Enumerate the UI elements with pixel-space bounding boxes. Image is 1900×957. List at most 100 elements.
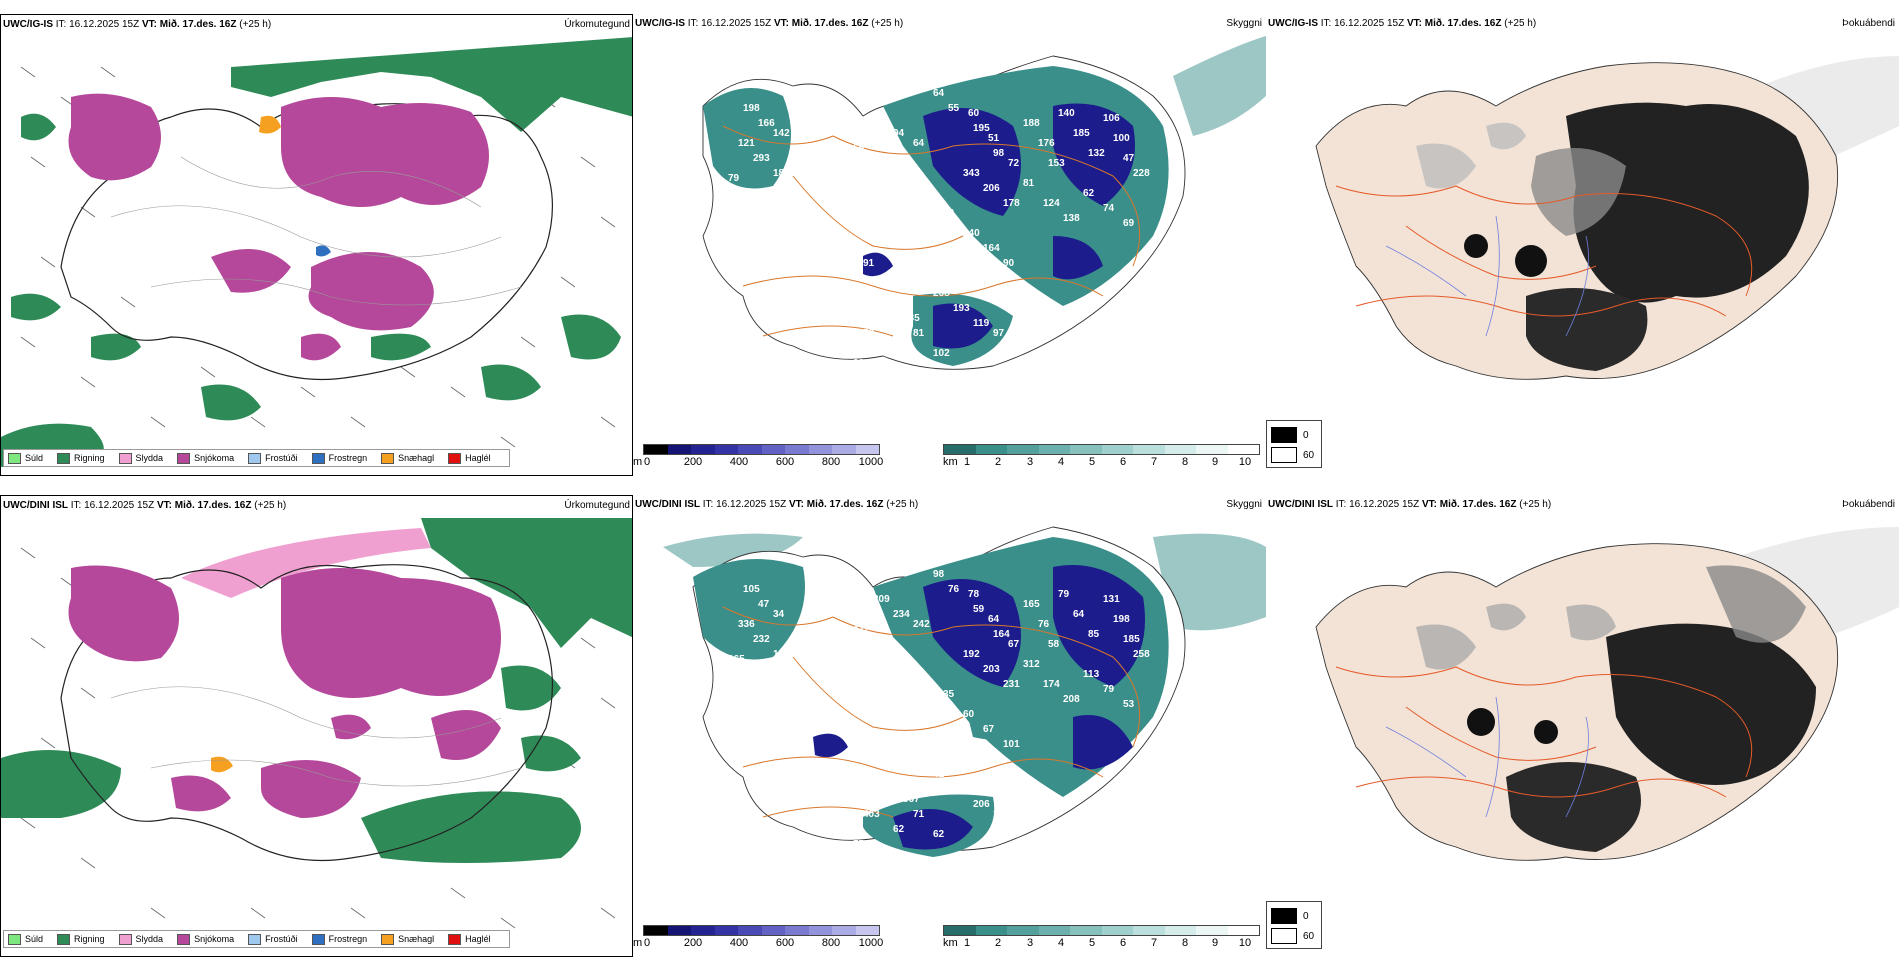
visibility-value-label: 100	[1113, 133, 1130, 144]
legend-item: Súld	[8, 452, 43, 464]
it-label: IT:	[1320, 18, 1332, 29]
tick-label: 3	[1026, 456, 1034, 468]
coastline	[60, 103, 553, 381]
tick-label: 7	[1150, 456, 1158, 468]
height-colorbar: m 0 200 400 600 800 1000	[633, 442, 883, 472]
snow-area	[68, 93, 489, 361]
visibility-value-label: 82	[893, 343, 905, 354]
visibility-value-label: 343	[953, 784, 970, 795]
visibility-value-label: 164	[983, 243, 1000, 254]
tick-label: 600	[775, 456, 795, 468]
roads	[1335, 666, 1753, 798]
tick-label: 10	[1238, 937, 1252, 949]
visibility-value-label: 206	[973, 799, 990, 810]
visibility-value-label: 51	[813, 769, 825, 780]
it-value: 16.12.2025 15Z	[716, 499, 787, 510]
visibility-value-label: 33	[853, 358, 865, 369]
it-label: IT:	[702, 499, 714, 510]
panel-precip-type-row1: UWC/IG-IS IT: 16.12.2025 15Z VT: Mið. 17…	[0, 14, 633, 476]
visibility-value-label: 105	[783, 193, 800, 204]
visibility-value-label: 85	[1088, 629, 1100, 640]
visibility-value-label: 965	[728, 654, 745, 665]
visibility-value-label: 240	[963, 228, 980, 239]
visibility-value-label: 113	[1083, 669, 1100, 680]
visibility-value-label: 59	[1013, 338, 1025, 349]
visibility-value-label: 55	[948, 103, 960, 114]
coastline	[60, 564, 554, 862]
visibility-value-label: 52	[863, 328, 875, 339]
tick-label: 7	[1150, 937, 1158, 949]
visibility-value-label: 164	[993, 629, 1010, 640]
legend-item: Haglél	[448, 933, 491, 945]
tick-label: 6	[1119, 456, 1127, 468]
visibility-value-label: 150	[833, 308, 850, 319]
field-label: Þokuábendi	[1842, 499, 1895, 510]
vt-label: VT:	[141, 19, 157, 30]
tick-label: 8	[1181, 456, 1189, 468]
visibility-value-label: 59	[973, 604, 985, 615]
it-label: IT:	[1335, 499, 1347, 510]
visibility-value-label: 58	[1048, 639, 1060, 650]
fog-map	[1266, 517, 1899, 957]
legend-item: Súld	[8, 933, 43, 945]
visibility-value-label: 78	[968, 589, 980, 600]
panel-title: UWC/IG-IS IT: 16.12.2025 15Z VT: Mið. 17…	[1268, 18, 1536, 29]
visibility-value-label: 167	[833, 609, 850, 620]
lead-time: (+25 h)	[1504, 18, 1537, 29]
snow-area	[68, 565, 501, 818]
vt-value: Mið. 17.des. 16Z	[1439, 499, 1517, 510]
model-name: UWC/DINI ISL	[3, 500, 68, 511]
visibility-value-label: 64	[933, 88, 945, 99]
visibility-unit: km	[943, 456, 958, 468]
precip-legend: Súld Rigning Slydda Snjókoma Frostúði Fr…	[3, 449, 510, 467]
fog-dense	[1606, 623, 1816, 785]
model-name: UWC/DINI ISL	[1268, 499, 1333, 510]
visibility-value-label: 53	[1123, 699, 1135, 710]
fog-legend-row: 0	[1271, 427, 1309, 443]
panel-header: UWC/DINI ISL IT: 16.12.2025 15Z VT: Mið.…	[1, 496, 632, 518]
panel-title: UWC/DINI ISL IT: 16.12.2025 15Z VT: Mið.…	[3, 500, 286, 511]
visibility-value-label: 309	[873, 594, 890, 605]
legend-item: Frostregn	[311, 933, 367, 945]
it-value: 16.12.2025 15Z	[1334, 18, 1405, 29]
fog-dense	[1566, 102, 1809, 303]
tick-label: 4	[1057, 456, 1065, 468]
visibility-value-label: 46	[873, 278, 885, 289]
visibility-value-label: 81	[1023, 178, 1035, 189]
visibility-value-label: 42	[943, 208, 955, 219]
visibility-value-label: 192	[963, 649, 980, 660]
legend-item: Rigning	[57, 452, 105, 464]
visibility-value-label: 185	[1123, 634, 1140, 645]
tick-label: 4	[1057, 937, 1065, 949]
panel-header: UWC/DINI ISL IT: 16.12.2025 15Z VT: Mið.…	[633, 495, 1266, 517]
tick-label: 8	[1181, 937, 1189, 949]
visibility-value-label: 268	[933, 288, 950, 299]
visibility-value-label: 102	[933, 348, 950, 359]
rivers	[1385, 696, 1589, 818]
visibility-value-label: 343	[963, 168, 980, 179]
visibility-value-label: 293	[753, 153, 770, 164]
visibility-value-label: 131	[1103, 594, 1120, 605]
visibility-value-label: 47	[1123, 153, 1135, 164]
legend-item: Snjókoma	[177, 933, 234, 945]
tick-label: 2	[994, 937, 1002, 949]
visibility-value-label: 65	[853, 143, 865, 154]
visibility-value-label: 198	[1113, 614, 1130, 625]
fog-legend: 0 60	[1266, 901, 1322, 949]
roads	[722, 606, 1141, 818]
roads	[1335, 185, 1753, 317]
it-value: 16.12.2025 15Z	[69, 19, 140, 30]
tick-label: 1000	[858, 937, 884, 949]
visibility-value-label: 101	[1003, 739, 1020, 750]
tick-label: 3	[1026, 937, 1034, 949]
vt-label: VT:	[788, 499, 804, 510]
visibility-value-label: 76	[1038, 619, 1050, 630]
visibility-value-label: 41	[933, 769, 945, 780]
field-label: Úrkomutegund	[564, 500, 630, 511]
height-unit: m	[633, 456, 643, 468]
visibility-value-label: 74	[883, 779, 895, 790]
visibility-value-label: 967	[903, 794, 920, 805]
visibility-value-label: 51	[988, 133, 1000, 144]
visibility-map: 64 55 60 195 51 98 72 188 176 153 140 185 132 106 100 4…	[633, 36, 1266, 476]
